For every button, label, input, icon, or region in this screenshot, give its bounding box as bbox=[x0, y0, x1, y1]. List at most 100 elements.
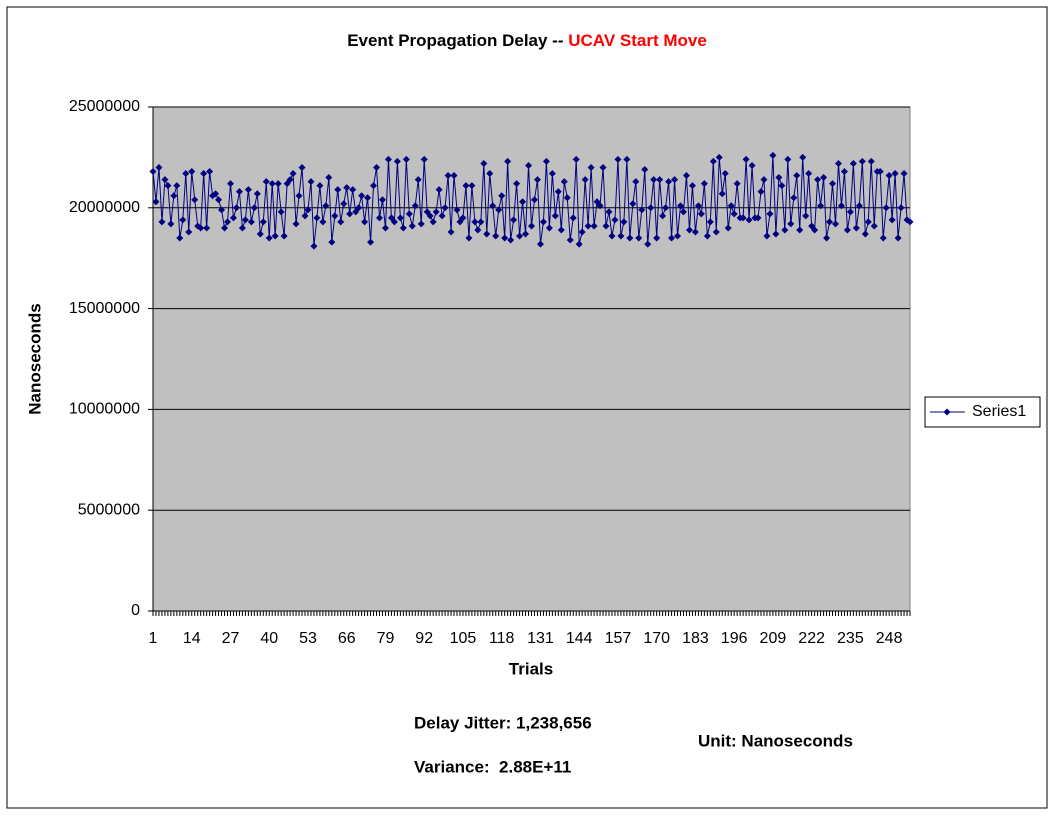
marker bbox=[298, 163, 306, 171]
marker bbox=[376, 214, 384, 222]
marker bbox=[355, 204, 363, 212]
marker bbox=[790, 194, 798, 202]
marker bbox=[402, 155, 410, 163]
marker bbox=[730, 210, 738, 218]
marker bbox=[331, 212, 339, 220]
marker bbox=[235, 188, 243, 196]
marker bbox=[197, 224, 205, 232]
marker bbox=[808, 222, 816, 230]
marker bbox=[480, 159, 488, 167]
marker bbox=[700, 180, 708, 188]
marker bbox=[501, 234, 509, 242]
marker bbox=[519, 198, 527, 206]
x-tick-label: 196 bbox=[721, 630, 748, 647]
marker bbox=[289, 170, 297, 178]
marker bbox=[429, 218, 437, 226]
marker bbox=[241, 216, 249, 224]
marker bbox=[787, 220, 795, 228]
marker bbox=[215, 196, 223, 204]
marker bbox=[423, 208, 431, 216]
marker bbox=[858, 157, 866, 165]
legend-label: Series1 bbox=[972, 403, 1026, 420]
marker bbox=[256, 230, 264, 238]
marker bbox=[191, 196, 199, 204]
marker bbox=[760, 176, 768, 184]
marker bbox=[483, 230, 491, 238]
x-tick-label: 131 bbox=[527, 630, 554, 647]
marker bbox=[599, 163, 607, 171]
marker bbox=[390, 218, 398, 226]
marker bbox=[510, 216, 518, 224]
marker bbox=[504, 157, 512, 165]
marker bbox=[620, 218, 628, 226]
legend: Series1 bbox=[924, 396, 1041, 428]
marker bbox=[399, 224, 407, 232]
title-highlight: UCAV Start Move bbox=[568, 31, 707, 50]
marker bbox=[575, 240, 583, 248]
marker bbox=[489, 202, 497, 210]
marker bbox=[876, 168, 884, 176]
y-tick-label: 20000000 bbox=[69, 199, 140, 216]
marker bbox=[852, 224, 860, 232]
x-tick-label: 118 bbox=[489, 630, 515, 647]
marker bbox=[274, 180, 282, 188]
marker bbox=[435, 186, 443, 194]
marker bbox=[900, 170, 908, 178]
y-tick-label: 15000000 bbox=[69, 300, 140, 317]
marker bbox=[754, 214, 762, 222]
marker bbox=[188, 168, 196, 176]
marker bbox=[161, 176, 169, 184]
annotation: Variance: 2.88E+11 bbox=[414, 757, 571, 776]
marker bbox=[581, 176, 589, 184]
marker bbox=[831, 220, 839, 228]
marker bbox=[238, 224, 246, 232]
marker bbox=[545, 224, 553, 232]
marker bbox=[301, 212, 309, 220]
marker bbox=[820, 174, 828, 182]
x-tick-label: 157 bbox=[605, 630, 632, 647]
marker bbox=[462, 182, 470, 190]
y-axis-title: Nanoseconds bbox=[25, 303, 44, 414]
marker bbox=[688, 182, 696, 190]
marker bbox=[584, 222, 592, 230]
marker bbox=[283, 180, 291, 188]
x-tick-label: 79 bbox=[377, 630, 395, 647]
marker bbox=[358, 192, 366, 200]
marker bbox=[346, 210, 354, 218]
marker bbox=[742, 155, 750, 163]
annotation: Delay Jitter: 1,238,656 bbox=[414, 713, 592, 732]
marker bbox=[623, 155, 631, 163]
marker bbox=[295, 192, 303, 200]
x-tick-label: 183 bbox=[682, 630, 709, 647]
marker bbox=[605, 208, 613, 216]
marker bbox=[682, 172, 690, 180]
marker bbox=[411, 202, 419, 210]
marker bbox=[158, 218, 166, 226]
x-tick-label: 222 bbox=[798, 630, 825, 647]
marker bbox=[533, 176, 541, 184]
marker bbox=[224, 218, 232, 226]
marker bbox=[727, 202, 735, 210]
marker bbox=[414, 176, 422, 184]
marker bbox=[748, 161, 756, 169]
marker bbox=[837, 202, 845, 210]
marker bbox=[310, 242, 318, 250]
marker bbox=[381, 224, 389, 232]
marker bbox=[677, 202, 685, 210]
marker bbox=[229, 214, 237, 222]
marker bbox=[370, 182, 378, 190]
marker bbox=[247, 218, 255, 226]
marker bbox=[277, 208, 285, 216]
chart-title: Event Propagation Delay -- UCAV Start Mo… bbox=[347, 31, 707, 50]
x-tick-label: 40 bbox=[260, 630, 278, 647]
marker bbox=[447, 228, 455, 236]
marker bbox=[557, 226, 565, 234]
marker bbox=[590, 222, 598, 230]
marker bbox=[179, 216, 187, 224]
marker bbox=[587, 163, 595, 171]
marker bbox=[554, 188, 562, 196]
marker bbox=[817, 202, 825, 210]
marker bbox=[525, 161, 533, 169]
marker bbox=[536, 240, 544, 248]
marker bbox=[766, 210, 774, 218]
